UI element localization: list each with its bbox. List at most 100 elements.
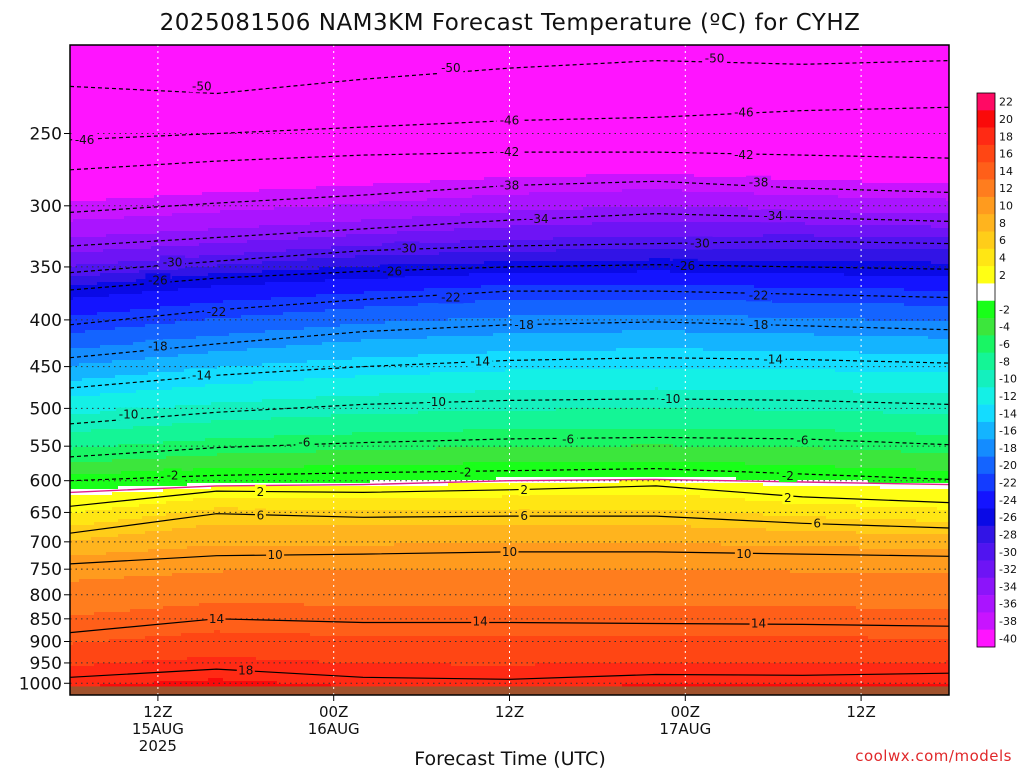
- temperature-cell: [262, 570, 266, 604]
- temperature-cell: [253, 381, 257, 403]
- temperature-cell: [259, 633, 263, 661]
- temperature-cell: [148, 324, 152, 343]
- temperature-cell: [523, 666, 527, 691]
- temperature-cell: [400, 498, 404, 511]
- temperature-cell: [112, 507, 116, 523]
- temperature-cell: [94, 537, 98, 556]
- temperature-cell: [70, 366, 74, 382]
- temperature-cell: [247, 546, 251, 571]
- temperature-cell: [550, 510, 554, 526]
- temperature-cell: [280, 45, 284, 190]
- temperature-cell: [181, 573, 185, 607]
- temperature-cell: [286, 498, 290, 511]
- temperature-cell: [118, 45, 122, 199]
- temperature-cell: [91, 201, 95, 220]
- temperature-cell: [547, 285, 551, 301]
- temperature-cell: [232, 192, 236, 211]
- temperature-cell: [514, 300, 518, 316]
- temperature-cell: [418, 525, 422, 544]
- temperature-cell: [409, 414, 413, 433]
- temperature-cell: [352, 279, 356, 295]
- temperature-cell: [496, 252, 500, 262]
- temperature-cell: [235, 366, 239, 385]
- temperature-cell: [454, 252, 458, 265]
- temperature-cell: [103, 282, 107, 298]
- temperature-cell: [154, 324, 158, 343]
- temperature-cell: [430, 450, 434, 466]
- temperature-cell: [394, 306, 398, 322]
- temperature-cell: [220, 507, 224, 526]
- temperature-cell: [241, 498, 245, 511]
- temperature-cell: [214, 243, 218, 256]
- temperature-cell: [544, 300, 548, 316]
- temperature-cell: [382, 606, 386, 637]
- temperature-cell: [358, 636, 362, 664]
- temperature-cell: [223, 285, 227, 301]
- temperature-cell: [532, 45, 536, 178]
- temperature-cell: [232, 633, 236, 658]
- temperature-cell: [196, 546, 200, 574]
- temperature-cell: [202, 321, 206, 337]
- temperature-cell: [346, 606, 350, 637]
- temperature-cell: [271, 417, 275, 439]
- temperature-cell: [208, 192, 212, 214]
- temperature-cell: [271, 453, 275, 469]
- temperature-cell: [520, 195, 524, 211]
- temperature-cell: [208, 384, 212, 406]
- temperature-cell: [109, 411, 113, 430]
- temperature-cell: [313, 258, 317, 271]
- temperature-cell: [199, 243, 203, 256]
- temperature-cell: [121, 429, 125, 445]
- temperature-cell: [355, 294, 359, 310]
- temperature-cell: [298, 207, 302, 226]
- temperature-cell: [298, 297, 302, 313]
- temperature-cell: [292, 510, 296, 526]
- temperature-cell: [520, 411, 524, 430]
- temperature-cell: [97, 555, 101, 580]
- temperature-cell: [253, 483, 257, 487]
- temperature-cell: [523, 636, 527, 667]
- temperature-cell: [478, 288, 482, 301]
- temperature-cell: [304, 363, 308, 379]
- temperature-cell: [232, 420, 236, 439]
- temperature-cell: [382, 570, 386, 607]
- temperature-cell: [499, 285, 503, 301]
- temperature-cell: [325, 222, 329, 238]
- temperature-cell: [223, 453, 227, 469]
- temperature-cell: [370, 606, 374, 637]
- temperature-cell: [346, 570, 350, 607]
- temperature-cell: [517, 447, 521, 463]
- temperature-cell: [304, 270, 308, 283]
- temperature-cell: [178, 267, 182, 277]
- temperature-cell: [328, 663, 332, 685]
- temperature-cell: [133, 273, 137, 283]
- temperature-cell: [175, 291, 179, 307]
- temperature-cell: [295, 282, 299, 298]
- temperature-cell: [169, 426, 173, 442]
- temperature-cell: [454, 543, 458, 571]
- temperature-cell: [349, 465, 353, 484]
- temperature-cell: [163, 231, 167, 247]
- temperature-cell: [298, 546, 302, 571]
- temperature-cell: [319, 360, 323, 379]
- temperature-cell: [250, 498, 254, 511]
- temperature-cell: [103, 264, 107, 274]
- temperature-cell: [373, 525, 377, 547]
- temperature-cell: [166, 501, 170, 514]
- temperature-cell: [526, 543, 530, 571]
- temperature-cell: [157, 231, 161, 247]
- temperature-cell: [430, 570, 434, 607]
- temperature-cell: [148, 504, 152, 517]
- temperature-cell: [517, 636, 521, 667]
- temperature-cell: [379, 255, 383, 268]
- temperature-cell: [397, 375, 401, 394]
- temperature-cell: [109, 462, 113, 475]
- temperature-cell: [100, 663, 104, 685]
- temperature-cell: [487, 390, 491, 412]
- temperature-cell: [484, 228, 488, 241]
- temperature-cell: [487, 498, 491, 511]
- temperature-cell: [94, 285, 98, 298]
- temperature-cell: [112, 360, 116, 379]
- temperature-cell: [175, 501, 179, 514]
- temperature-cell: [121, 273, 125, 283]
